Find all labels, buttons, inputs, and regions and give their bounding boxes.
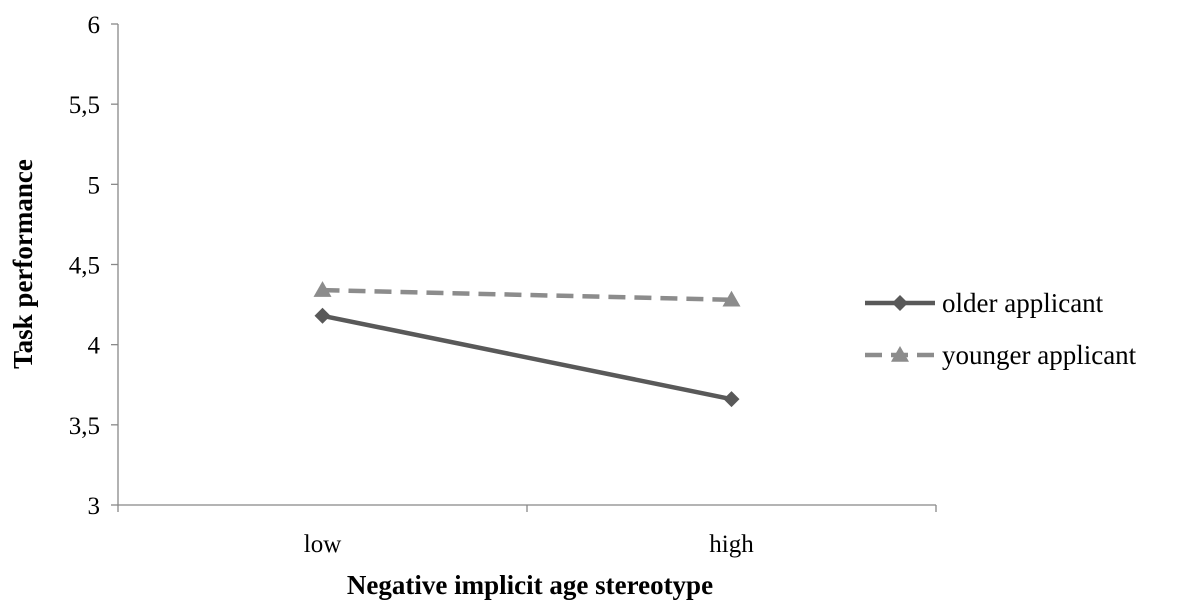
chart-legend: older applicant younger applicant <box>865 288 1137 370</box>
y-tick-label: 6 <box>88 12 101 39</box>
y-axis-title: Task performance <box>8 159 38 369</box>
chart-axes: 3 3,5 4 4,5 5 5,5 6 low high <box>69 12 937 558</box>
y-tick-label: 4,5 <box>69 253 100 280</box>
legend-label: older applicant <box>942 288 1104 318</box>
y-tick-label: 5 <box>88 172 101 199</box>
y-tick-label: 3 <box>88 493 101 520</box>
x-tick-label: high <box>709 531 754 558</box>
diamond-marker <box>892 295 908 311</box>
x-axis-title: Negative implicit age stereotype <box>347 570 713 600</box>
legend-label: younger applicant <box>942 340 1137 370</box>
triangle-marker <box>891 346 909 362</box>
triangle-marker <box>313 281 332 297</box>
x-tick-label: low <box>304 531 342 558</box>
series-line <box>322 313 732 402</box>
series-line <box>322 287 732 303</box>
diamond-marker <box>314 307 331 324</box>
legend-item: younger applicant <box>865 340 1137 370</box>
diamond-marker <box>723 391 740 408</box>
y-tick-label: 4 <box>88 333 101 360</box>
legend-item: older applicant <box>865 288 1104 318</box>
y-tick-label: 5,5 <box>69 92 100 119</box>
series-0 <box>314 307 740 408</box>
chart-series <box>313 281 741 408</box>
triangle-marker <box>722 290 741 307</box>
y-tick-label: 3,5 <box>69 413 100 440</box>
series-1 <box>313 281 741 307</box>
